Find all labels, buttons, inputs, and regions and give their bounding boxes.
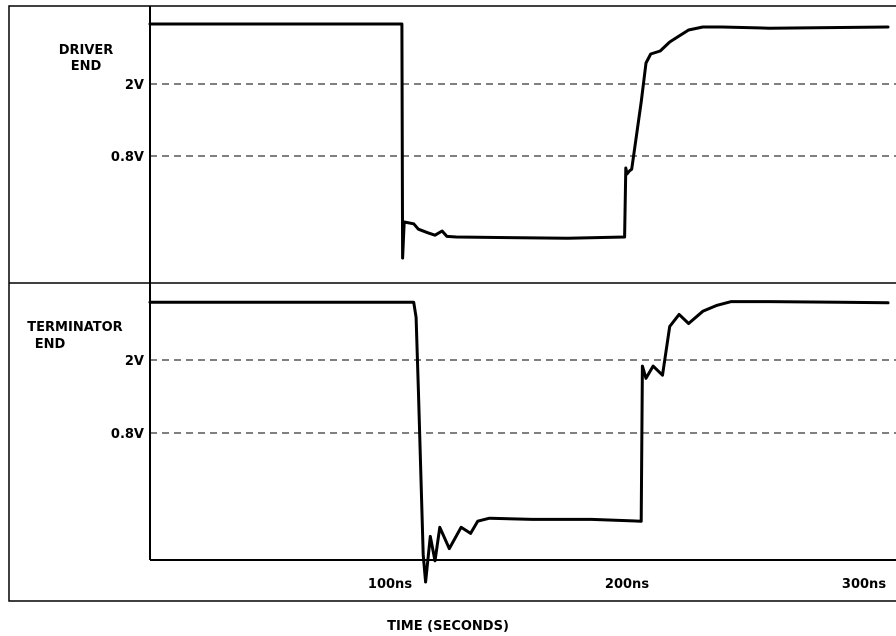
panel-label-line1: DRIVER — [59, 43, 114, 58]
outer-frame — [8, 5, 896, 602]
y-ref-label-0-8v: 0.8V — [111, 427, 144, 442]
panel-label-line2: END — [35, 337, 66, 352]
y-ref-label-2v: 2V — [125, 354, 144, 369]
x-tick-300ns: 300ns — [842, 577, 886, 592]
y-ref-label-2v: 2V — [125, 78, 144, 93]
panel-label-line1: TERMINATOR — [27, 320, 122, 335]
x-tick-200ns: 200ns — [605, 577, 649, 592]
driver-end-trace — [148, 22, 890, 260]
x-axis-title: TIME (SECONDS) — [387, 619, 509, 634]
panel-driver-end: DRIVER END 2V 0.8V — [59, 22, 896, 260]
panel-terminator-end: TERMINATOR END 2V 0.8V — [27, 300, 896, 584]
terminator-end-trace — [148, 300, 890, 584]
panel-label-line2: END — [71, 59, 102, 74]
y-ref-label-0-8v: 0.8V — [111, 150, 144, 165]
x-tick-100ns: 100ns — [368, 577, 412, 592]
